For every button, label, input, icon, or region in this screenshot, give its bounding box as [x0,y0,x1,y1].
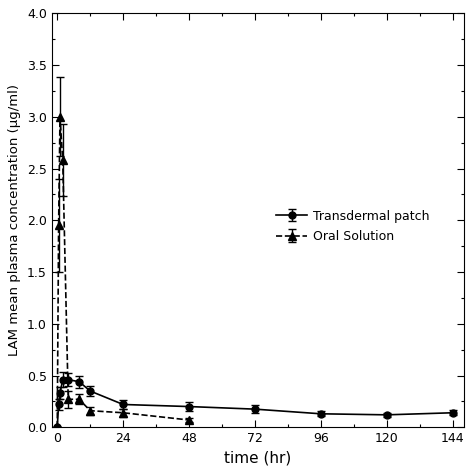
Legend: Transdermal patch, Oral Solution: Transdermal patch, Oral Solution [272,206,434,247]
Y-axis label: LAM mean plasma concentration (µg/ml): LAM mean plasma concentration (µg/ml) [9,84,21,356]
X-axis label: time (hr): time (hr) [224,451,292,465]
